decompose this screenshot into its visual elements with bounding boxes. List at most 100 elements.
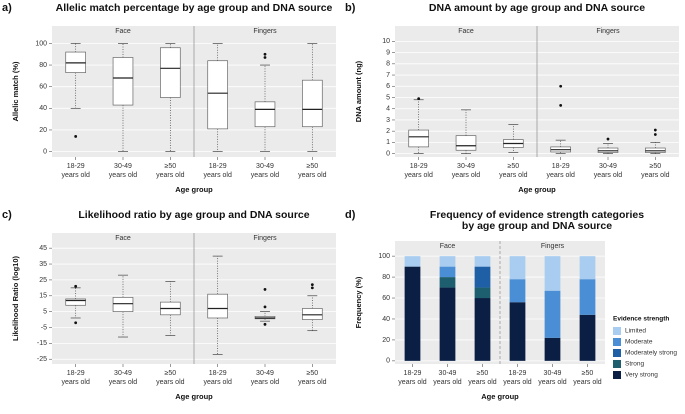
x-tick-label: years old: [398, 379, 427, 386]
y-tick-label: 40: [382, 316, 390, 323]
facet-label: Fingers: [253, 235, 277, 242]
x-tick-label: 30-49: [256, 370, 274, 377]
x-tick-label: years old: [298, 379, 327, 386]
x-tick-label: years old: [298, 172, 327, 179]
bar-segment: [439, 256, 456, 267]
x-tick-label: years old: [109, 379, 138, 386]
bar-segment: [474, 256, 491, 267]
x-tick-label: years old: [546, 172, 575, 179]
bar-segment: [509, 279, 526, 303]
y-tick-label: -25: [37, 356, 47, 363]
y-tick-label: 6: [386, 83, 390, 90]
x-tick-label: years old: [594, 172, 623, 179]
x-tick-label: ≥50: [650, 163, 662, 170]
legend-swatch: [613, 338, 621, 346]
x-tick-label: 18-29: [209, 370, 227, 377]
x-axis-label: Age group: [518, 185, 556, 194]
y-tick-label: 0: [43, 148, 47, 155]
x-tick-label: ≥50: [477, 370, 489, 377]
y-tick-label: 7: [386, 72, 390, 79]
x-tick-label: years old: [251, 172, 280, 179]
y-tick-label: 15: [39, 293, 47, 300]
x-tick-label: years old: [452, 172, 481, 179]
bar-segment: [404, 266, 421, 361]
y-axis-label: Likelihood Ratio (log10): [11, 256, 20, 342]
facet-label: Face: [115, 235, 131, 242]
y-tick-label: 5: [43, 308, 47, 315]
y-tick-label: 10: [382, 38, 390, 45]
bar-segment: [509, 256, 526, 280]
chart-title: Likelihood ratio by age group and DNA so…: [78, 209, 309, 221]
x-tick-label: ≥50: [307, 163, 319, 170]
y-tick-label: -15: [37, 340, 47, 347]
outlier: [559, 103, 563, 107]
outlier: [263, 56, 267, 59]
x-tick-label: years old: [251, 379, 280, 386]
y-tick-label: 2: [386, 128, 390, 135]
bar-segment: [579, 256, 596, 280]
y-tick-label: 3: [386, 117, 390, 124]
outlier: [263, 52, 267, 56]
facet-label: Face: [458, 28, 474, 35]
bar-segment: [579, 314, 596, 361]
box: [207, 293, 228, 319]
y-axis-label: Allelic match (%): [11, 61, 20, 122]
chart-title: Frequency of evidence strength categorie…: [430, 209, 644, 221]
x-axis-label: Age group: [481, 392, 519, 401]
x-axis-label: Age group: [175, 185, 213, 194]
x-tick-label: years old: [404, 172, 433, 179]
chart-title: DNA amount by age group and DNA source: [429, 2, 645, 14]
legend-swatch: [613, 360, 621, 368]
chart-title: by age group and DNA source: [462, 220, 612, 232]
legend-label: Limited: [625, 328, 646, 335]
x-tick-label: 18-29: [410, 163, 428, 170]
box: [112, 297, 134, 312]
bar-segment: [439, 287, 456, 361]
x-tick-label: years old: [203, 379, 232, 386]
legend-label: Moderately strong: [625, 350, 677, 357]
panel-label: d): [345, 209, 356, 221]
panel-label: b): [345, 2, 356, 14]
legend-title: Evidence strength: [613, 316, 669, 323]
x-tick-label: years old: [573, 379, 602, 386]
x-tick-label: 30-49: [599, 163, 617, 170]
outlier: [263, 322, 267, 326]
x-tick-label: 30-49: [114, 163, 132, 170]
outlier: [310, 283, 314, 287]
x-tick-label: years old: [503, 379, 532, 386]
facet-label: Fingers: [596, 28, 620, 35]
y-tick-label: 20: [39, 127, 47, 134]
x-tick-label: 18-29: [404, 370, 422, 377]
bar-segment: [544, 290, 561, 338]
x-tick-label: 18-29: [552, 163, 570, 170]
legend-label: Very strong: [625, 372, 658, 379]
y-axis-label: DNA amount (ng): [354, 60, 363, 122]
facet-label: Face: [440, 243, 456, 250]
x-tick-label: years old: [641, 172, 670, 179]
outlier: [606, 137, 610, 141]
outlier: [653, 133, 657, 136]
x-tick-label: 18-29: [67, 370, 85, 377]
x-tick-label: years old: [109, 172, 138, 179]
legend-label: Moderate: [625, 339, 653, 346]
box: [302, 308, 323, 320]
bar-segment: [439, 266, 456, 278]
outlier: [263, 305, 267, 309]
outlier: [74, 284, 78, 288]
y-tick-label: 60: [382, 295, 390, 302]
facet-label: Face: [115, 28, 131, 35]
panel-label: c): [2, 209, 12, 221]
x-tick-label: 30-49: [457, 163, 475, 170]
bar-segment: [544, 337, 561, 361]
x-tick-label: years old: [156, 172, 185, 179]
y-axis-label: Frequency (%): [354, 276, 363, 328]
y-tick-label: 60: [39, 84, 47, 91]
x-tick-label: ≥50: [508, 163, 520, 170]
bar-segment: [579, 279, 596, 315]
x-tick-label: ≥50: [582, 370, 594, 377]
outlier: [74, 321, 78, 325]
x-tick-label: years old: [61, 379, 90, 386]
y-tick-label: 9: [386, 49, 390, 56]
x-tick-label: years old: [499, 172, 528, 179]
